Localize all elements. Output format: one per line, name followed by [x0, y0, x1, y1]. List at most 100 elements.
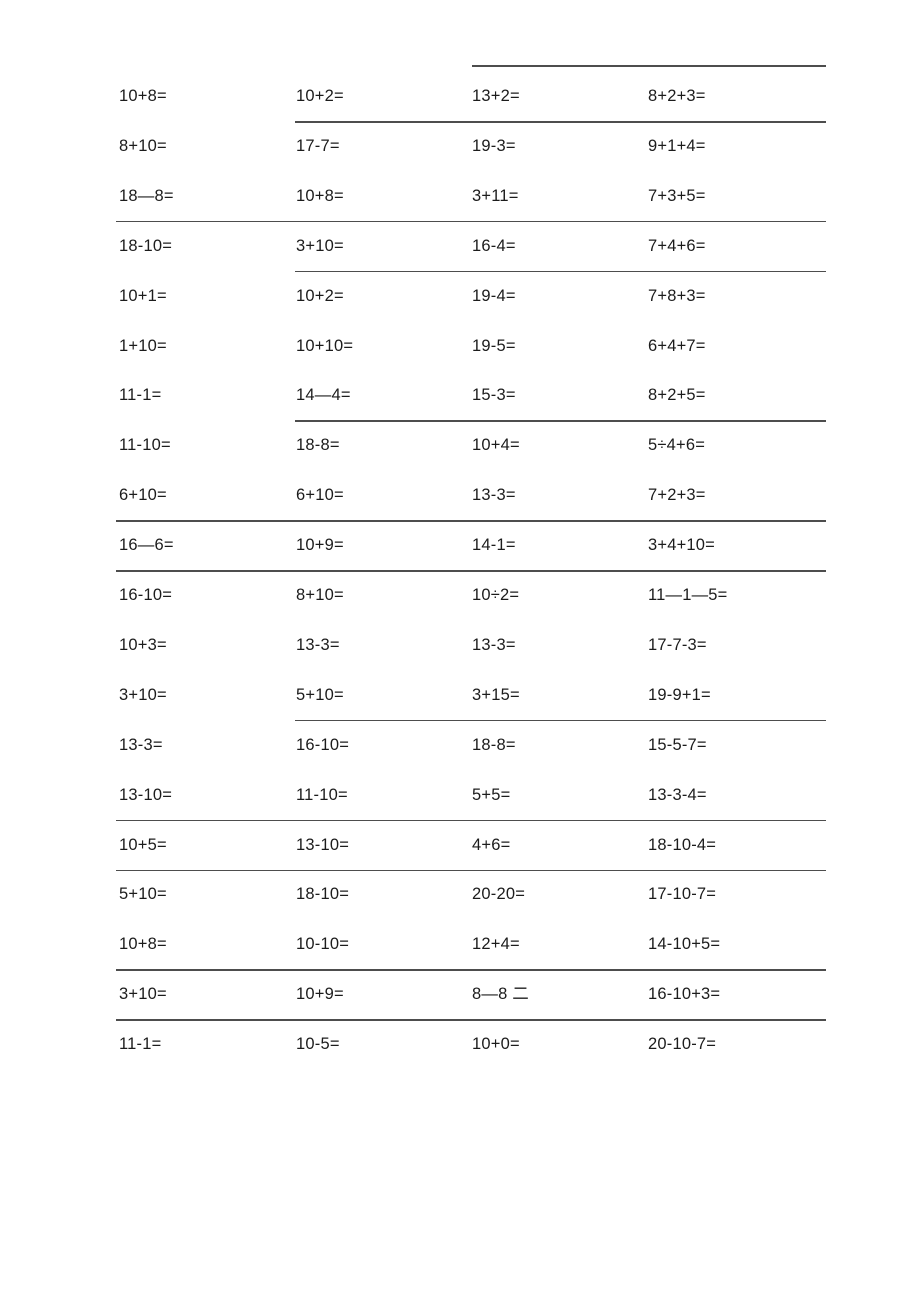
problem-cell: 10+3=	[119, 635, 167, 654]
problem-cell: 10+2=	[296, 87, 344, 105]
table-row: 16—6= 10+9= 14-1= 3+4+10=	[0, 520, 920, 570]
problem-cell: 15-5-7=	[648, 735, 707, 754]
problem-cell: 19-5=	[472, 336, 516, 355]
problem-cell: 10÷2=	[472, 586, 520, 604]
separator-rule	[295, 121, 826, 123]
problem-cell: 11-10=	[296, 785, 348, 804]
table-row: 10+1= 10+2= 19-4= 7+8+3=	[0, 271, 920, 321]
problem-cell: 20-20=	[472, 885, 526, 904]
problem-cell: 5÷4+6=	[648, 436, 706, 455]
problem-cell: 10+5=	[119, 835, 167, 854]
problem-cell: 18-10-4=	[648, 835, 717, 854]
problem-cell: 10-5=	[296, 1035, 340, 1054]
problem-cell: 10+10=	[296, 336, 354, 355]
table-row: 16-10= 8+10= 10÷2= 11—1—5=	[0, 570, 920, 620]
separator-rule	[116, 520, 826, 522]
separator-rule	[116, 819, 826, 822]
problem-cell: 11-10=	[119, 436, 171, 455]
problem-cell: 13+2=	[472, 87, 520, 105]
problem-cell: 14—4=	[296, 386, 351, 405]
problem-cell: 7+3+5=	[648, 186, 706, 205]
table-row: 11-10= 18-8= 10+4= 5÷4+6=	[0, 420, 920, 470]
problem-cell: 11-1=	[119, 386, 162, 405]
problem-cell: 7+8+3=	[648, 286, 706, 305]
problem-cell: 18-8=	[296, 436, 340, 455]
problem-cell: 10+1=	[119, 286, 167, 305]
problem-cell: 10+4=	[472, 436, 520, 455]
separator-rule	[472, 65, 826, 67]
problem-cell: 17-7=	[296, 136, 340, 155]
problem-cell: 3+10=	[296, 236, 344, 255]
table-row: 11-1= 14—4= 15-3= 8+2+5=	[0, 370, 920, 420]
problem-cell: 7+4+6=	[648, 236, 706, 255]
problem-cell: 16-10=	[119, 586, 173, 604]
problem-cell: 4+6=	[472, 835, 511, 854]
problem-cell: 10+0=	[472, 1035, 520, 1054]
separator-rule	[116, 570, 826, 572]
problem-cell: 18—8=	[119, 186, 174, 205]
problem-cell: 10+2=	[296, 286, 344, 305]
table-row: 10+8= 10-10= 12+4= 14-10+5=	[0, 919, 920, 969]
problem-cell: 6+10=	[119, 486, 167, 505]
problem-cell: 19-4=	[472, 286, 516, 305]
problem-cell: 11—1—5=	[648, 586, 728, 604]
problem-cell: 10+8=	[119, 935, 167, 954]
table-row: 10+8= 10+2= 13+2= 8+2+3=	[0, 71, 920, 121]
separator-rule	[295, 719, 826, 722]
problem-cell: 5+10=	[119, 885, 167, 904]
table-row: 5+10= 18-10= 20-20= 17-10-7=	[0, 869, 920, 919]
problem-cell: 16-10=	[296, 735, 350, 754]
problem-cell: 16-10+3=	[648, 985, 721, 1004]
problem-cell: 13-3=	[296, 635, 340, 654]
problem-cell: 11-1=	[119, 1035, 162, 1054]
problem-cell: 15-3=	[472, 386, 516, 405]
problem-cell: 14-1=	[472, 536, 516, 555]
problem-cell: 13-3=	[119, 735, 163, 754]
table-row: 11-1= 10-5= 10+0= 20-10-7=	[0, 1019, 920, 1069]
table-row: 3+10= 5+10= 3+15= 19-9+1=	[0, 670, 920, 720]
table-row: 13-3= 16-10= 18-8= 15-5-7=	[0, 720, 920, 770]
problem-cell: 10-10=	[296, 935, 350, 954]
problem-cell: 8+10=	[296, 586, 344, 604]
table-row: 13-10= 11-10= 5+5= 13-3-4=	[0, 770, 920, 820]
problem-cell: 6+4+7=	[648, 336, 706, 355]
separator-rule	[295, 270, 826, 273]
problem-cell: 14-10+5=	[648, 935, 721, 954]
problem-cell: 3+11=	[472, 186, 519, 205]
separator-rule	[116, 220, 826, 223]
table-row: 8+10= 17-7= 19-3= 9+1+4=	[0, 121, 920, 171]
problem-cell: 13-3-4=	[648, 785, 707, 804]
problem-cell: 13-3=	[472, 635, 516, 654]
table-row: 1+10= 10+10= 19-5= 6+4+7=	[0, 321, 920, 371]
problem-cell: 10+8=	[296, 186, 344, 205]
problem-cell: 17-10-7=	[648, 885, 717, 904]
separator-rule	[116, 969, 826, 971]
problem-cell: 3+15=	[472, 685, 520, 704]
separator-rule	[116, 869, 826, 872]
table-row: 10+3= 13-3= 13-3= 17-7-3=	[0, 620, 920, 670]
table-row: 3+10= 10+9= 8—8 二 16-10+3=	[0, 969, 920, 1019]
separator-rule	[295, 420, 826, 422]
problem-cell: 17-7-3=	[648, 635, 707, 654]
problem-cell: 10+8=	[119, 87, 167, 105]
problem-cell: 10+9=	[296, 536, 344, 555]
separator-rule	[116, 1019, 826, 1021]
problem-cell: 8—8 二	[472, 985, 529, 1004]
table-row: 18-10= 3+10= 16-4= 7+4+6=	[0, 221, 920, 271]
problem-cell: 3+10=	[119, 985, 167, 1004]
problem-cell: 7+2+3=	[648, 486, 706, 505]
problem-cell: 3+4+10=	[648, 536, 716, 555]
problem-cell: 8+2+3=	[648, 87, 706, 105]
problem-cell: 18-10=	[119, 236, 173, 255]
problem-cell: 9+1+4=	[648, 136, 706, 155]
problem-cell: 19-9+1=	[648, 685, 711, 704]
table-row: 10+5= 13-10= 4+6= 18-10-4=	[0, 820, 920, 870]
problem-cell: 16—6=	[119, 536, 174, 555]
problem-cell: 18-8=	[472, 735, 516, 754]
problem-cell: 16-4=	[472, 236, 516, 255]
problem-cell: 1+10=	[119, 336, 167, 355]
problem-cell: 8+10=	[119, 136, 167, 155]
problem-cell: 13-3=	[472, 486, 516, 505]
problem-cell: 18-10=	[296, 885, 350, 904]
